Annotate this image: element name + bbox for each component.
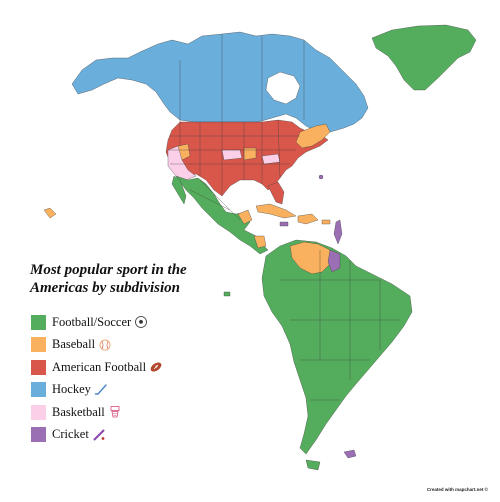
south-america-region [261,239,413,455]
legend-label: Football/Soccer [52,314,132,329]
hudson-bay [265,71,301,105]
nicaragua-baseball-region [253,235,267,249]
hispaniola-region [297,213,319,225]
hawaii-region [43,207,57,219]
american-football-icon [150,362,162,372]
jamaica-region [279,221,289,227]
credit-text: Created with mapchart.net © [426,487,488,492]
west-basketball-region [167,145,197,181]
legend-label: Basketball [52,404,105,419]
legend-item-cricket: Cricket [31,424,163,447]
basketball-hoop-icon [110,406,120,418]
legend-swatch [31,314,46,330]
map-title: Most popular sport in the Americas by su… [30,261,220,297]
midwest-basketball-region [221,149,243,161]
venezuela-baseball-region [289,241,333,275]
legend-label: Cricket [52,427,89,442]
puerto-rico-region [321,219,331,225]
bermuda-region [318,174,324,180]
legend-swatch [31,359,46,375]
legend-item-american-football: American Football [31,356,163,379]
tierra-del-fuego-region [305,459,321,471]
legend-item-basketball: Basketball [31,401,163,424]
legend-label: Baseball [52,337,96,352]
galapagos-region [223,291,231,297]
northeast-baseball-region [295,123,331,149]
legend-label: American Football [52,359,147,374]
lesser-antilles-region [333,219,343,245]
falklands-region [343,449,357,459]
legend-swatch [31,427,46,443]
legend-label: Hockey [52,382,91,397]
cuba-region [255,203,297,219]
title-line-2: Americas by subdivision [30,280,181,296]
legend-swatch [31,337,46,353]
baja-region [171,175,187,205]
florida-region [267,181,285,205]
legend-item-baseball: Baseball [31,334,163,357]
greenland-region [371,24,477,91]
missouri-baseball-region [243,147,257,161]
legend-swatch [31,382,46,398]
yucatan-baseball-region [237,209,253,225]
kentucky-basketball-region [261,153,281,165]
guyana-cricket-region [327,249,341,273]
hockey-stick-icon [94,384,107,395]
legend-swatch [31,404,46,420]
title-line-1: Most popular sport in the [30,262,187,278]
canada-alaska-region [71,31,369,133]
internal-borders [168,34,400,401]
legend: Football/Soccer Baseball American Footba… [31,311,163,446]
cricket-bat-icon [93,429,105,441]
soccer-ball-icon [135,316,148,329]
legend-item-football: Football/Soccer [31,311,163,334]
legend-item-hockey: Hockey [31,379,163,402]
baseball-icon [99,339,111,351]
